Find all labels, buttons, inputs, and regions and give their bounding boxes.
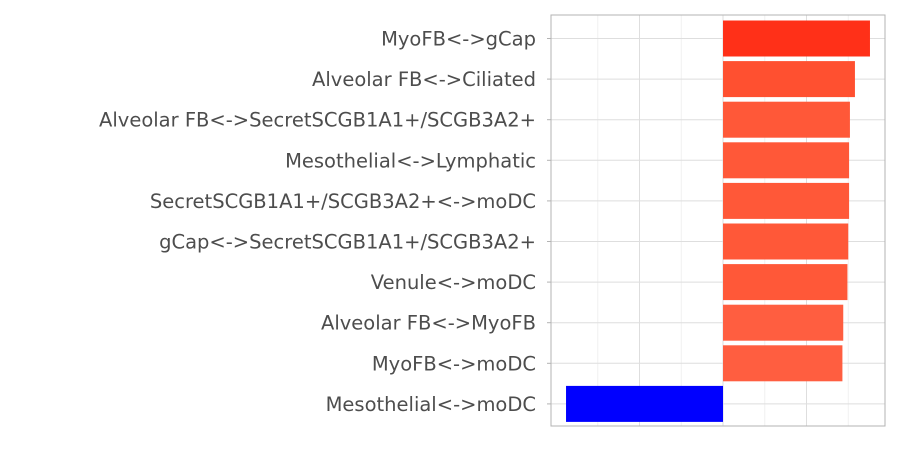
y-tick-label-3: Mesothelial<->Lymphatic xyxy=(285,149,536,172)
y-tick-label-1: Alveolar FB<->Ciliated xyxy=(312,68,536,91)
y-tick-label-2: Alveolar FB<->SecretSCGB1A1+/SCGB3A2+ xyxy=(99,109,536,132)
y-tick-label-4: SecretSCGB1A1+/SCGB3A2+<->moDC xyxy=(150,190,536,213)
bar-8 xyxy=(723,345,843,382)
category-axis: MyoFB<->gCap Alveolar FB<->Ciliated Alveol… xyxy=(99,28,551,416)
y-tick-label-9: Mesothelial<->moDC xyxy=(326,393,536,416)
bar-6 xyxy=(723,264,848,301)
plot-border xyxy=(550,14,886,427)
y-tick-label-7: Alveolar FB<->MyoFB xyxy=(321,312,536,335)
bar-1 xyxy=(723,61,855,98)
y-tick-label-5: gCap<->SecretSCGB1A1+/SCGB3A2+ xyxy=(159,231,536,254)
bar-4 xyxy=(723,182,850,219)
bar-5 xyxy=(723,223,849,260)
bar-9 xyxy=(566,385,724,422)
bar-7 xyxy=(723,304,844,341)
bar-3 xyxy=(723,142,850,179)
y-tick-label-0: MyoFB<->gCap xyxy=(381,28,536,51)
y-tick-label-6: Venule<->moDC xyxy=(371,271,536,294)
bar-0 xyxy=(723,20,870,57)
y-tick-label-8: MyoFB<->moDC xyxy=(372,352,536,375)
bar-2 xyxy=(723,101,850,138)
bars xyxy=(566,20,870,422)
